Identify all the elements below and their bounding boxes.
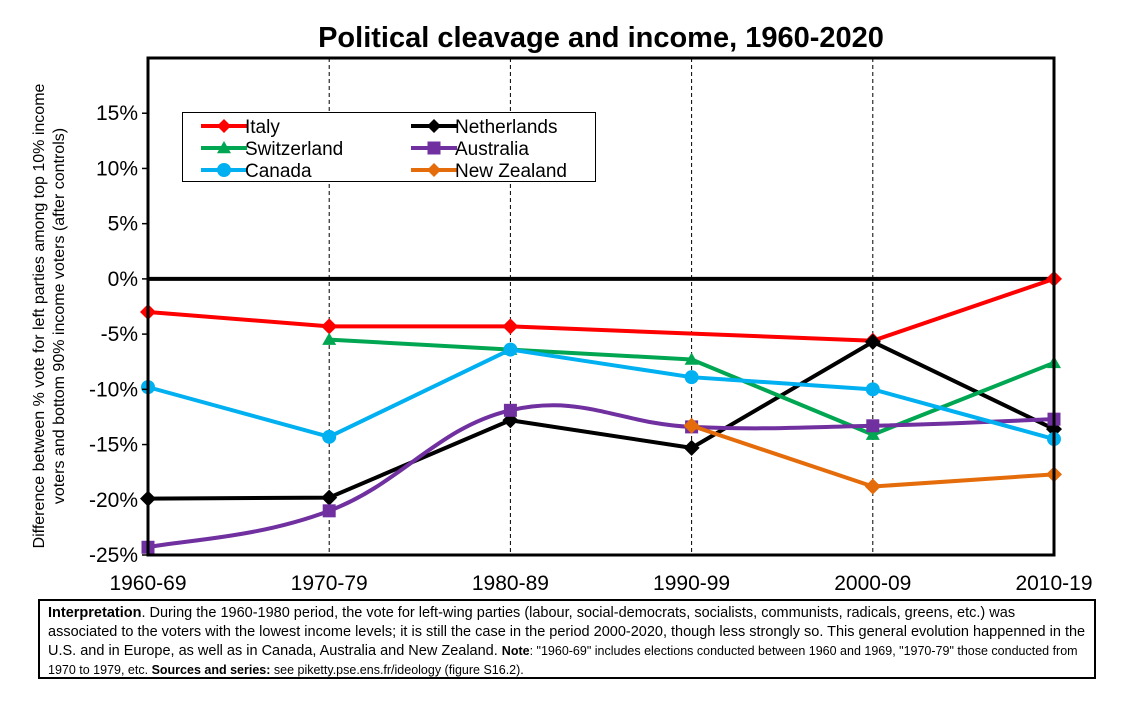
x-tick-label: 1980-89 [472, 572, 549, 595]
point-italy-1970-79 [321, 318, 338, 335]
point-australia-1980-89 [503, 403, 517, 417]
x-tick-label: 2010-19 [1015, 572, 1092, 595]
point-australia-2000-09 [866, 419, 880, 433]
legend-item-switzerland: Switzerland [201, 139, 343, 160]
series-line-italy [147, 276, 1055, 343]
x-tick-label: 2000-09 [834, 572, 911, 595]
x-tick-label: 1990-99 [653, 572, 730, 595]
y-tick-label: 10% [96, 157, 138, 180]
y-tick-label: -25% [89, 544, 138, 567]
series-italy [140, 270, 1062, 349]
legend-label: Canada [245, 161, 312, 181]
chart-title: Political cleavage and income, 1960-2020 [318, 22, 884, 54]
sources-text: see piketty.pse.ens.fr/ideology (figure … [270, 663, 524, 677]
legend-marker-australia [427, 141, 441, 155]
point-new-zealand-1990-99 [683, 417, 700, 434]
note-text: : "1960-69" includes elections conducted… [48, 644, 1078, 677]
y-tick-label: 5% [108, 213, 138, 236]
series-netherlands [140, 333, 1062, 507]
point-canada-1990-99 [684, 370, 699, 385]
legend-label: Italy [245, 117, 280, 138]
legend-item-italy: Italy [201, 117, 280, 138]
y-tick-label: -15% [89, 434, 138, 457]
series-canada [141, 342, 1061, 447]
legend-marker-canada [217, 163, 231, 177]
legend-item-australia: Australia [411, 139, 529, 160]
legend-item-canada: Canada [201, 161, 312, 182]
y-tick-label: -5% [101, 323, 138, 346]
y-tick-label: 0% [108, 268, 138, 291]
legend-item-netherlands: Netherlands [411, 117, 557, 138]
series-line-australia [147, 403, 1055, 550]
legend-label: Netherlands [455, 117, 557, 138]
point-canada-1980-89 [503, 342, 518, 357]
legend-label: New Zealand [455, 161, 567, 181]
plot-frame [146, 56, 1056, 557]
point-canada-2000-09 [865, 382, 880, 397]
x-tick-label: 1970-79 [291, 572, 368, 595]
interpretation-heading: Interpretation [48, 605, 142, 621]
legend-label: Australia [455, 139, 529, 160]
y-tick-label: 15% [96, 102, 138, 125]
series-new-zealand [683, 417, 1062, 495]
series-switzerland [322, 332, 1061, 440]
sources-heading: Sources and series: [151, 663, 271, 677]
point-switzerland-1990-99 [684, 352, 699, 365]
point-italy-1980-89 [502, 318, 519, 335]
legend-marker-new-zealand [427, 163, 441, 177]
point-netherlands-1990-99 [683, 439, 700, 456]
legend-label: Switzerland [245, 139, 343, 160]
legend-marker-netherlands [427, 119, 441, 133]
point-canada-1970-79 [322, 429, 337, 444]
line-chart: -25% -20% -15% -10% -5% 0% 5% 10% 15% 1960-69 197… [89, 56, 1093, 595]
interpretation-text: . During the 1960-1980 period, the vote … [48, 605, 1086, 659]
y-tick-label: -20% [89, 489, 138, 512]
legend-marker-italy [217, 119, 231, 133]
point-switzerland-1970-79 [322, 332, 337, 345]
chart-legend: Italy Netherlands Switzerland Australia Cana… [182, 112, 596, 182]
note-heading: Note [501, 644, 530, 658]
series-australia [141, 403, 1061, 554]
x-tick-label: 1960-69 [109, 572, 186, 595]
legend-marker-switzerland [217, 141, 231, 154]
point-netherlands-1970-79 [321, 489, 338, 506]
point-switzerland-2000-09 [865, 427, 880, 440]
point-new-zealand-2000-09 [864, 478, 881, 495]
interpretation-note: Interpretation. During the 1960-1980 per… [38, 599, 1096, 679]
series-line-netherlands [147, 339, 1055, 501]
point-netherlands-2000-09 [864, 333, 881, 350]
legend-item-new-zealand: New Zealand [411, 161, 567, 182]
y-tick-label: -10% [89, 378, 138, 401]
point-australia-1970-79 [322, 504, 336, 518]
series-line-canada [147, 347, 1055, 441]
